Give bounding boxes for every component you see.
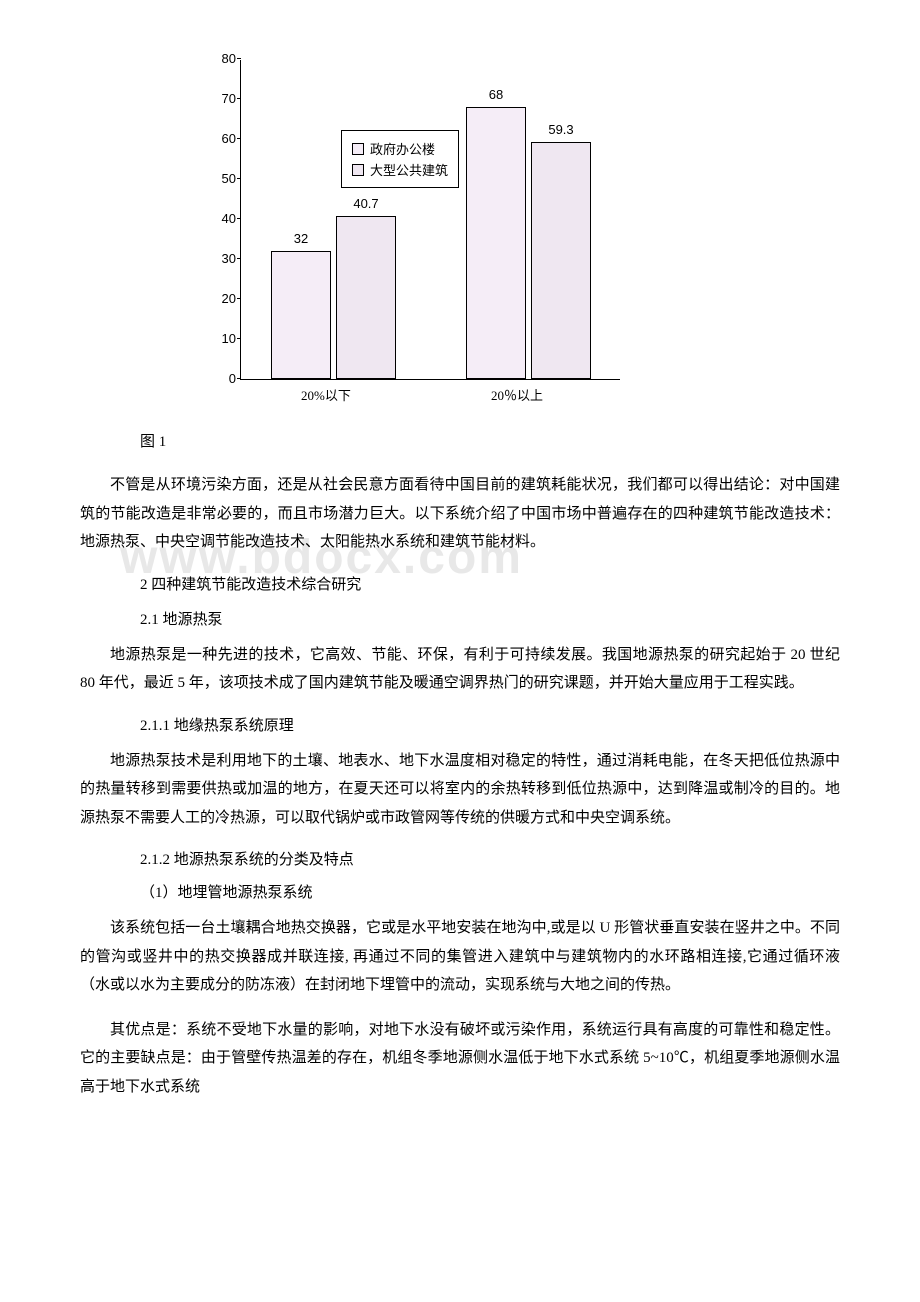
y-tick-label: 10 [211, 331, 236, 346]
y-tick-label: 0 [211, 371, 236, 386]
chart-legend: 政府办公楼 大型公共建筑 [341, 130, 459, 188]
bar-chart: 0 10 20 30 40 50 60 70 80 政府办公楼 大型公共建筑 [180, 50, 630, 410]
subsubsection-heading: 2.1.2 地源热泵系统的分类及特点 [140, 848, 840, 869]
legend-item: 大型公共建筑 [352, 160, 448, 179]
y-tick-label: 60 [211, 131, 236, 146]
y-tick-mark [237, 58, 241, 59]
y-tick-label: 20 [211, 291, 236, 306]
chart-plot-area: 0 10 20 30 40 50 60 70 80 政府办公楼 大型公共建筑 [240, 60, 620, 380]
y-tick-mark [237, 338, 241, 339]
x-category-label: 20%以下 [301, 385, 351, 404]
body-paragraph: 地源热泵技术是利用地下的土壤、地表水、地下水温度相对稳定的特性，通过消耗电能，在… [80, 747, 840, 833]
bar-value-label: 59.3 [531, 122, 591, 137]
y-tick-mark [237, 138, 241, 139]
legend-item: 政府办公楼 [352, 139, 448, 158]
subsubsection-heading: 2.1.1 地缘热泵系统原理 [140, 714, 840, 735]
bar-public-above20 [531, 142, 591, 379]
y-tick-mark [237, 258, 241, 259]
body-paragraph: 不管是从环境污染方面，还是从社会民意方面看待中国目前的建筑耗能状况，我们都可以得… [80, 471, 840, 557]
y-tick-label: 30 [211, 251, 236, 266]
figure-caption: 图 1 [140, 430, 840, 451]
legend-text: 大型公共建筑 [370, 160, 448, 179]
y-tick-mark [237, 298, 241, 299]
y-tick-mark [237, 378, 241, 379]
y-tick-label: 40 [211, 211, 236, 226]
y-tick-mark [237, 178, 241, 179]
y-tick-mark [237, 98, 241, 99]
legend-text: 政府办公楼 [370, 139, 435, 158]
bar-value-label: 32 [271, 231, 331, 246]
section-heading: 2 四种建筑节能改造技术综合研究 [140, 573, 840, 594]
bar-gov-above20 [466, 107, 526, 379]
bar-value-label: 68 [466, 87, 526, 102]
body-paragraph: 地源热泵是一种先进的技术，它高效、节能、环保，有利于可持续发展。我国地源热泵的研… [80, 641, 840, 698]
y-tick-label: 50 [211, 171, 236, 186]
y-tick-mark [237, 218, 241, 219]
legend-swatch [352, 143, 364, 155]
body-paragraph: 其优点是：系统不受地下水量的影响，对地下水没有破坏或污染作用，系统运行具有高度的… [80, 1016, 840, 1102]
body-paragraph: 该系统包括一台土壤耦合地热交换器，它或是水平地安装在地沟中,或是以 U 形管状垂… [80, 914, 840, 1000]
x-category-label: 20％以上 [491, 385, 543, 404]
subsection-heading: 2.1 地源热泵 [140, 608, 840, 629]
y-tick-label: 70 [211, 91, 236, 106]
bar-gov-below20 [271, 251, 331, 379]
y-tick-label: 80 [211, 51, 236, 66]
bar-public-below20 [336, 216, 396, 379]
bar-value-label: 40.7 [336, 196, 396, 211]
list-item-heading: （1）地埋管地源热泵系统 [140, 881, 840, 902]
legend-swatch [352, 164, 364, 176]
